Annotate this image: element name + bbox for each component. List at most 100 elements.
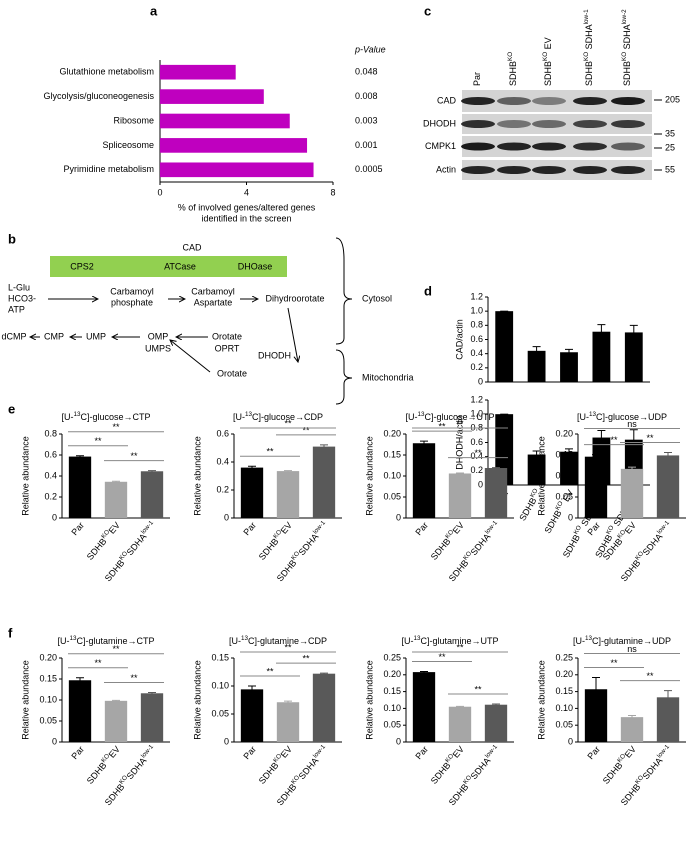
lane-label: Par	[472, 72, 482, 86]
bar	[160, 64, 236, 80]
text-run: KO	[118, 774, 129, 786]
node: UMP	[86, 331, 106, 341]
y-tick-label: 0.20	[39, 652, 57, 662]
y-tick-label: 0.15	[383, 449, 401, 459]
significance-label: **	[266, 666, 274, 676]
text-run: C]-glucose→CDP	[252, 412, 323, 422]
error-bar	[148, 691, 156, 695]
text-run: C]-glutamine→CTP	[76, 636, 154, 646]
text-run: low-2	[621, 9, 628, 25]
blot-strip	[462, 90, 652, 112]
text-run: KO	[605, 524, 616, 535]
y-tick-label: Pyrimidine metabolism	[63, 164, 154, 174]
y-tick-label: 0.10	[555, 470, 573, 480]
text-run: EV	[543, 37, 553, 52]
text-run: KO	[100, 529, 111, 541]
x-tick-label: Par	[242, 520, 259, 537]
chart-title: [U-13C]-glucose→CDP	[233, 411, 323, 422]
y-tick-label: Spliceosome	[102, 140, 154, 150]
bar	[656, 697, 680, 742]
error-bar	[320, 672, 328, 675]
marker-label: 205	[665, 94, 680, 104]
x-tick-label: Par	[586, 744, 603, 761]
significance-label: **	[456, 418, 464, 428]
text-run: C]-glucose→CTP	[80, 412, 150, 422]
chart-title: [U-13C]-glutamine→CTP	[57, 635, 154, 646]
text-run: C]-glucose→UDP	[596, 412, 667, 422]
x-tick-label: SDHBKOEV	[256, 520, 294, 563]
x-tick-label: Par	[414, 744, 431, 761]
x-tick-label: SDHBKOEV	[84, 520, 122, 563]
bar	[624, 332, 643, 382]
p-value: 0.008	[355, 91, 378, 101]
node: ATP	[8, 304, 25, 314]
arrows	[30, 237, 353, 405]
significance-label: **	[456, 642, 464, 652]
y-tick-label: 0.4	[470, 451, 483, 461]
marker-label: 35	[665, 128, 675, 138]
domain: CPS2	[70, 261, 94, 271]
y-axis-label: CAD/actin	[454, 319, 464, 360]
error-bar	[76, 455, 84, 458]
p-value: 0.001	[355, 140, 378, 150]
p-value: 0.003	[355, 115, 378, 125]
bar	[104, 481, 128, 518]
error-bar	[628, 714, 636, 719]
y-tick-label: 0.05	[383, 720, 401, 730]
error-bar	[592, 676, 600, 702]
significance-label: **	[302, 425, 310, 435]
bar	[412, 443, 436, 518]
text-run: C]-glutamine→CDP	[248, 636, 327, 646]
bar	[412, 672, 436, 742]
bar	[620, 717, 644, 742]
text-run: [U-	[229, 636, 241, 646]
y-tick-label: 0	[396, 736, 401, 746]
compartment-label: Cytosol	[362, 293, 392, 303]
y-tick-label: 0.10	[555, 703, 573, 713]
pathway-diagram: b CAD CPS2 ATCase DHOase L-Glu HCO3- ATP…	[1, 231, 414, 405]
text-run: KO	[616, 753, 627, 765]
bar	[560, 352, 578, 382]
text-run: low-1	[312, 743, 327, 759]
y-axis-label: Relative abundance	[364, 660, 374, 740]
blot-band	[532, 166, 566, 174]
text-run: KO	[573, 524, 584, 535]
row-label: CAD	[437, 95, 457, 105]
blot-band	[497, 97, 531, 105]
error-bar	[112, 480, 120, 483]
text-run: [U-	[233, 412, 245, 422]
panel-label: d	[424, 283, 432, 298]
text-run: low-1	[484, 743, 499, 759]
text-run: KO	[621, 52, 628, 61]
text-run: low-1	[583, 9, 590, 25]
text-run: SDHB	[584, 61, 594, 86]
row-label: Actin	[436, 164, 456, 174]
y-axis-label: Relative abundance	[364, 436, 374, 516]
text-run: KO	[616, 529, 627, 541]
bar	[240, 689, 264, 742]
text-run: C]-glucose→UTP	[424, 412, 494, 422]
text-run: Par	[242, 744, 259, 761]
significance-label: ns	[627, 419, 637, 429]
text-run: KO	[583, 52, 590, 61]
significance-label: **	[474, 448, 482, 458]
p-value: 0.048	[355, 67, 378, 77]
error-bar	[112, 699, 120, 702]
y-tick-label: 0.25	[555, 652, 573, 662]
significance-label: **	[94, 658, 102, 668]
blot-band	[461, 120, 495, 128]
blot-band	[573, 120, 607, 128]
error-bar	[456, 705, 464, 708]
text-run: 13	[241, 635, 249, 642]
y-tick-label: 0.8	[470, 320, 483, 330]
text-run: Par	[472, 72, 482, 86]
error-bar	[284, 700, 292, 704]
error-bar	[320, 444, 328, 449]
blot-band	[611, 97, 645, 105]
chart-title: [U-13C]-glutamine→UTP	[401, 635, 498, 646]
text-run: SDHB	[543, 61, 553, 86]
significance-label: **	[438, 422, 446, 432]
bar	[527, 454, 546, 485]
text-run: Par	[414, 520, 431, 537]
blot-band	[532, 120, 566, 128]
